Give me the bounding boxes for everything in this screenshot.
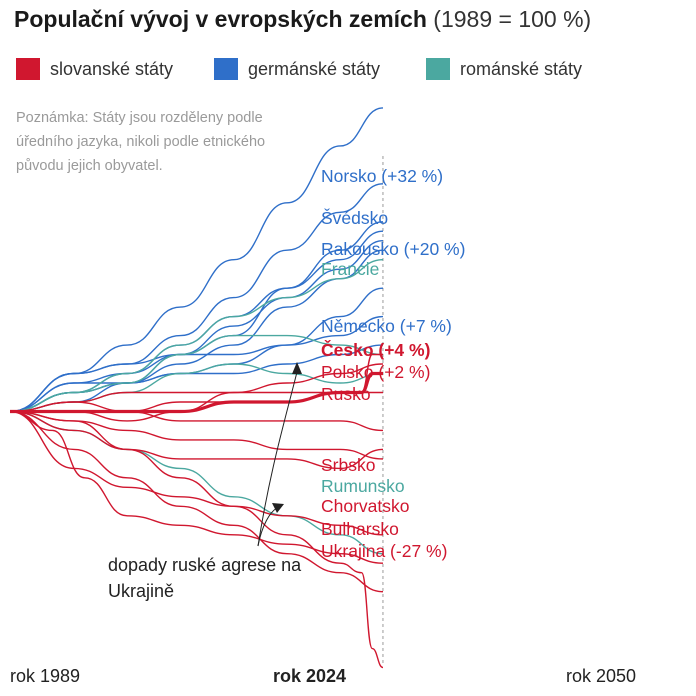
country-label-7: Rusko: [321, 384, 371, 404]
axis-label-end: rok 2050: [566, 666, 637, 686]
annotation-text: dopady ruské agrese na Ukrajině: [108, 555, 302, 601]
series-line-germanic-4: [9, 240, 384, 413]
title-subtitle: (1989 = 100 %): [433, 6, 592, 32]
series-line-slavic-19: [9, 410, 384, 460]
country-label-3: Francie: [321, 259, 379, 279]
country-label-6: Polsko (+2 %): [321, 362, 430, 382]
series-line-slavic-21: [9, 410, 384, 564]
legend-item-slavic: slovanské státy: [16, 58, 214, 80]
legend: slovanské státy germánské státy románské…: [16, 58, 582, 80]
country-label-5: Česko (+4 %): [321, 339, 430, 360]
country-label-9: Rumunsko: [321, 476, 405, 496]
legend-label-germanic: germánské státy: [248, 58, 381, 79]
country-label-12: Ukrajina (-27 %): [321, 541, 447, 561]
country-label-10: Chorvatsko: [321, 496, 410, 516]
legend-swatch-romance: [426, 58, 450, 80]
annotation-arrow-up-head: [292, 362, 302, 374]
legend-item-romance: románské státy: [426, 58, 582, 80]
country-label-0: Norsko (+32 %): [321, 166, 443, 186]
axis-label-start: rok 1989: [10, 666, 81, 686]
legend-swatch-slavic: [16, 58, 40, 80]
axis-label-current: rok 2024: [273, 666, 347, 686]
legend-label-slavic: slovanské státy: [50, 58, 174, 79]
country-label-11: Bulharsko: [321, 519, 399, 539]
series-line-slavic-18: [9, 410, 384, 470]
annotation-arrow-up: [257, 371, 298, 547]
legend-swatch-germanic: [214, 58, 238, 80]
chart-note: Poznámka: Státy jsou rozděleny podle úře…: [16, 110, 266, 174]
series-line-slavic-23: [9, 410, 384, 669]
series-line-slavic-22: [9, 410, 384, 593]
chart-title: Populační vývoj v evropských zemích (198…: [14, 6, 591, 33]
legend-label-romance: románské státy: [460, 58, 583, 79]
series-line-germanic-6: [9, 315, 384, 413]
legend-item-germanic: germánské státy: [214, 58, 426, 80]
annotation-arrow-down-head: [272, 503, 284, 513]
country-label-1: Švédsko: [321, 207, 388, 228]
country-label-8: Srbsko: [321, 455, 375, 475]
series-line-slavic-15: [9, 401, 384, 432]
series-line-romance-10: [9, 334, 384, 413]
country-label-4: Německo (+7 %): [321, 316, 452, 336]
title-main: Populační vývoj v evropských zemích: [14, 6, 427, 32]
series-line-slavic-13: [9, 371, 383, 414]
country-label-2: Rakousko (+20 %): [321, 239, 465, 259]
